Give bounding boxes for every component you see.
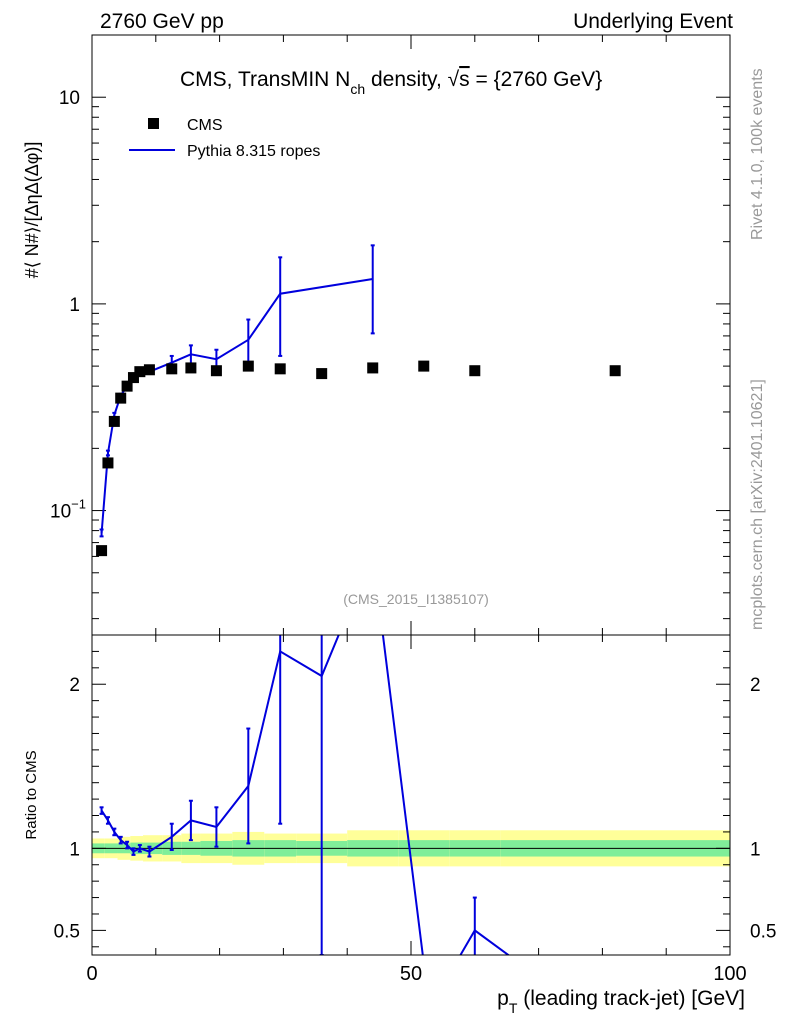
main-ytick-label: 1 [69,295,80,316]
analysis-id: (CMS_2015_I1385107) [343,591,489,607]
main-ytick-label: 10−1 [50,497,86,523]
ratio-frame [91,634,731,956]
title-main: CMS, TransMIN N [180,68,350,91]
cms-data-point [121,380,133,392]
ratio-axis-ticks: 0.5 0.5 1 1 2 2 0 50 100 [54,635,776,985]
cms-data-point [274,363,286,375]
xlabel-sub: T [509,1000,518,1016]
mc-main-line [100,278,373,533]
cms-data-point [185,362,197,374]
title-energy: = {2760 GeV} [470,68,603,91]
cms-data-point [242,360,254,372]
ratio-ytick-label-right: 1 [750,839,761,860]
main-ytick-exp: −1 [71,497,86,512]
title-rest: density, [365,68,447,91]
ratio-ytick-label-left: 2 [69,675,80,696]
cms-data-point [102,457,114,469]
ratio-ytick-label-left: 0.5 [54,921,80,942]
cms-data-point [469,365,481,377]
cms-data-point [143,364,155,376]
cms-data-point [108,415,120,427]
cms-data-point [367,362,379,374]
header-right: Underlying Event [573,10,733,33]
ratio-ylabel: Ratio to CMS [23,750,40,839]
legend: CMS Pythia 8.315 ropes [129,117,320,160]
ratio-ytick-label-right: 2 [750,675,761,696]
cms-data-point [96,545,108,557]
cms-data-point [166,363,178,375]
rivet-label: Rivet 4.1.0, 100k events [749,68,766,240]
cms-data-point [210,365,222,377]
main-ylabel: #⟨ N#⟩/[ΔηΔ(Δφ)] [22,142,42,279]
xtick-label: 100 [713,963,746,985]
xlabel-main: p [497,987,509,1010]
mcplots-label: mcplots.cern.ch [arXiv:2401.10621] [749,379,766,630]
cms-data-point [418,360,430,372]
cms-data-point [127,372,139,384]
main-ytick-label: 10 [59,88,80,109]
main-ytick-base: 10 [50,502,71,523]
ratio-series [99,635,511,955]
main-series [96,244,621,557]
legend-cms-marker [148,118,159,129]
title-sub: ch [350,81,365,97]
mc-ratio-line [100,635,511,955]
legend-cms-label: CMS [187,117,223,134]
xlabel-rest: (leading track-jet) [GeV] [517,987,745,1010]
ratio-ytick-label-right: 0.5 [750,921,776,942]
legend-mc-label: Pythia 8.315 ropes [187,143,320,160]
title-sqrt: √ [448,68,460,91]
cms-data-point [316,368,328,380]
xtick-label: 0 [86,963,97,985]
title-s: s [459,68,470,91]
main-title: CMS, TransMIN Nch density, √s = {2760 Ge… [180,68,602,97]
header-left: 2760 GeV pp [100,10,224,33]
ratio-uncertainty-band [92,830,730,867]
xtick-label: 50 [400,963,422,985]
ratio-ytick-label-left: 1 [69,839,80,860]
cms-data-point [134,366,146,378]
cms-data-point [609,365,621,377]
x-axis-label: pT (leading track-jet) [GeV] [497,987,745,1016]
cms-data-point [115,392,127,404]
